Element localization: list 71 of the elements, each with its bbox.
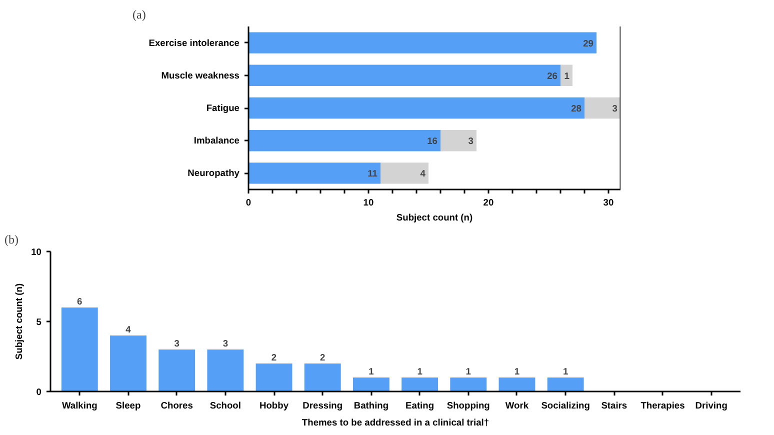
bar [207,350,244,392]
x-tick-label: Chores [160,400,193,410]
bar [352,378,390,392]
bar [248,32,596,54]
data-label: 11 [368,168,378,179]
chart-title: (b) [4,232,18,246]
bar [248,162,380,184]
bar [158,350,196,392]
bar [584,97,620,119]
data-label: 3 [468,136,474,146]
x-axis-title: Themes to be addressed in a clinical trial† [302,418,490,428]
y-tick-label: 5 [36,317,42,327]
x-tick-label: Bathing [354,400,389,410]
x-tick-label: Stairs [601,400,628,410]
bar [61,308,98,392]
data-label: 1 [562,366,568,376]
bar [498,378,536,392]
x-tick-label: Therapies [640,400,685,410]
bar [402,378,438,392]
bar [248,130,440,152]
data-label: 26 [547,70,558,81]
data-label: 3 [612,104,618,114]
x-tick-label: 0 [246,198,252,208]
bar [256,364,292,392]
x-tick-label: Eating [406,400,434,410]
x-tick-label: Sleep [116,400,141,410]
bar [450,378,487,392]
text: (a) [132,8,146,22]
bar [380,162,428,184]
y-tick-label: 0 [36,387,42,397]
y-tick-label: Imbalance [194,136,240,146]
y-tick-label: 10 [31,247,42,257]
data-label: 1 [417,366,422,376]
data-label: 1 [564,70,570,81]
data-label: 29 [583,38,594,48]
data-label: 28 [571,104,582,114]
data-label: 2 [320,352,326,362]
bar [304,364,341,392]
data-label: 6 [77,296,82,306]
x-tick-label: Socializing [541,400,590,410]
x-tick-label: 10 [363,198,374,208]
data-label: 2 [271,352,277,362]
bar [248,97,584,119]
bar [547,378,584,392]
bar [560,64,572,86]
x-tick-label: 30 [603,198,614,208]
x-tick-label: 20 [483,198,494,208]
data-label: 3 [174,338,180,348]
data-label: 16 [427,136,438,146]
x-tick-label: Dressing [302,400,343,410]
x-tick-label: Work [505,400,530,410]
bar [248,64,560,86]
data-label: 4 [420,168,426,179]
x-tick-label: Hobby [260,400,290,410]
x-tick-label: School [210,400,241,410]
data-label: 4 [126,324,132,334]
y-tick-label: Fatigue [206,103,240,113]
data-label: 1 [368,366,374,376]
x-tick-label: Walking [62,400,98,410]
y-tick-label: Muscle weakness [161,70,240,80]
x-tick-label: Driving [695,400,728,410]
x-axis-title: Subject count (n) [396,212,473,222]
data-label: 1 [466,366,471,376]
x-tick-label: Shopping [446,400,490,410]
y-axis-title: Subject count (n) [14,283,24,360]
data-label: 3 [222,338,228,348]
data-label: 1 [514,366,520,376]
y-tick-label: Exercise intolerance [148,38,240,48]
bar [440,130,476,152]
y-tick-label: Neuropathy [188,168,240,178]
bar [110,336,146,392]
